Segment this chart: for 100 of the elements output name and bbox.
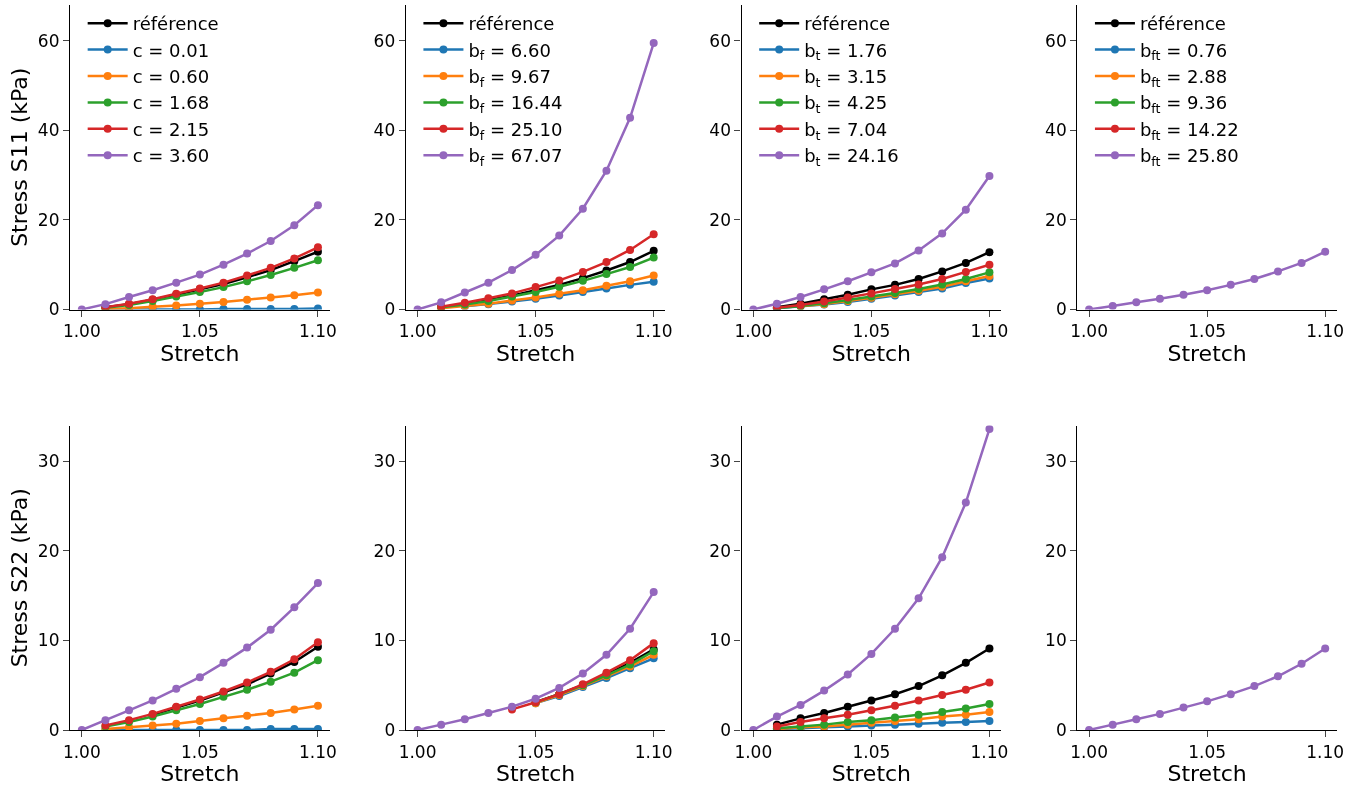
x-tick-label: 1.10 <box>970 741 1009 762</box>
point <box>985 700 994 709</box>
point <box>437 720 446 729</box>
y-tick-label: 0 <box>720 719 732 740</box>
point <box>890 690 899 699</box>
point <box>313 656 322 665</box>
x-tick-label: 1.05 <box>516 741 555 762</box>
x-axis-title: Stretch <box>160 341 240 366</box>
legend-label: b$_{f}$ = 25.10 <box>468 118 563 143</box>
point <box>1297 258 1306 267</box>
legend-label: b$_{ft}$ = 2.88 <box>1139 66 1228 90</box>
x-tick-label: 1.00 <box>62 741 101 762</box>
y-tick-label: 20 <box>709 209 732 230</box>
point <box>961 498 970 507</box>
x-tick-label: 1.05 <box>852 321 891 341</box>
point <box>101 716 110 725</box>
point <box>820 714 829 723</box>
legend-label: b$_{ft}$ = 25.80 <box>1139 145 1239 169</box>
point <box>313 638 322 647</box>
x-axis-title: Stretch <box>1167 761 1247 786</box>
point <box>1203 697 1212 706</box>
point <box>985 644 994 653</box>
x-axis-title: Stretch <box>495 341 576 366</box>
y-tick-label: 10 <box>37 630 60 651</box>
legend-label: c = 0.60 <box>132 66 210 88</box>
point <box>985 425 994 434</box>
point <box>1108 720 1117 729</box>
legend-label: c = 0.01 <box>132 39 210 61</box>
y-tick-label: 40 <box>373 120 396 141</box>
point <box>578 669 587 678</box>
point <box>938 708 947 717</box>
point <box>867 649 876 658</box>
point <box>985 678 994 687</box>
point <box>649 639 658 648</box>
point <box>266 677 275 686</box>
x-tick-label: 1.00 <box>398 741 437 762</box>
point <box>1132 715 1141 724</box>
point <box>1250 275 1259 284</box>
x-axis-title: Stretch <box>160 761 240 786</box>
y-tick-label: 20 <box>1045 209 1067 230</box>
point <box>890 713 899 722</box>
point <box>195 673 204 682</box>
y-tick-label: 60 <box>1045 30 1067 51</box>
point <box>484 278 493 287</box>
point <box>796 700 805 709</box>
x-tick-label: 1.00 <box>1070 741 1108 762</box>
y-tick-label: 0 <box>48 299 60 320</box>
point <box>914 594 923 603</box>
point <box>243 643 252 652</box>
point <box>914 710 923 719</box>
y-tick-label: 20 <box>373 209 396 230</box>
x-tick-label: 1.05 <box>180 741 219 762</box>
x-tick-label: 1.05 <box>852 741 891 762</box>
point <box>985 172 994 181</box>
point <box>1273 672 1282 681</box>
y-tick-label: 20 <box>1045 540 1067 561</box>
y-tick-label: 40 <box>37 120 60 141</box>
point <box>985 260 994 269</box>
y-tick-label: 30 <box>37 451 60 472</box>
point <box>1179 290 1188 299</box>
y-tick-label: 10 <box>373 630 396 651</box>
y-tick-label: 60 <box>709 30 732 51</box>
legend-label: c = 3.60 <box>132 145 210 167</box>
point <box>484 708 493 717</box>
point <box>961 710 970 719</box>
point <box>172 719 181 728</box>
point <box>1226 280 1235 289</box>
point <box>555 276 564 285</box>
x-tick-label: 1.10 <box>970 321 1009 341</box>
y-tick-label: 60 <box>37 30 60 51</box>
legend-label: b$_{t}$ = 7.04 <box>804 118 888 143</box>
point <box>555 683 564 692</box>
point <box>626 262 635 271</box>
point <box>266 625 275 634</box>
point <box>1297 659 1306 668</box>
point <box>938 275 947 284</box>
y-axis-title: Stress S11 (kPa) <box>6 67 32 247</box>
legend-label: référence <box>804 13 891 35</box>
point <box>649 246 658 255</box>
point <box>985 708 994 717</box>
point <box>1250 682 1259 691</box>
y-tick-label: 30 <box>373 451 396 472</box>
y-tick-label: 30 <box>709 451 732 472</box>
point <box>148 696 157 705</box>
legend-label: référence <box>132 13 219 35</box>
point <box>460 715 469 724</box>
y-tick-label: 20 <box>37 540 60 561</box>
point <box>219 658 228 667</box>
legend-label: référence <box>1139 13 1226 35</box>
point <box>531 694 540 703</box>
point <box>290 705 299 714</box>
point <box>626 113 635 122</box>
legend-label: b$_{t}$ = 3.15 <box>804 66 888 90</box>
point <box>961 267 970 276</box>
y-tick-label: 0 <box>384 299 396 320</box>
y-tick-label: 40 <box>1045 120 1067 141</box>
point <box>531 250 540 259</box>
x-axis-title: Stretch <box>831 341 912 366</box>
x-axis-title: Stretch <box>1167 341 1247 366</box>
point <box>843 710 852 719</box>
